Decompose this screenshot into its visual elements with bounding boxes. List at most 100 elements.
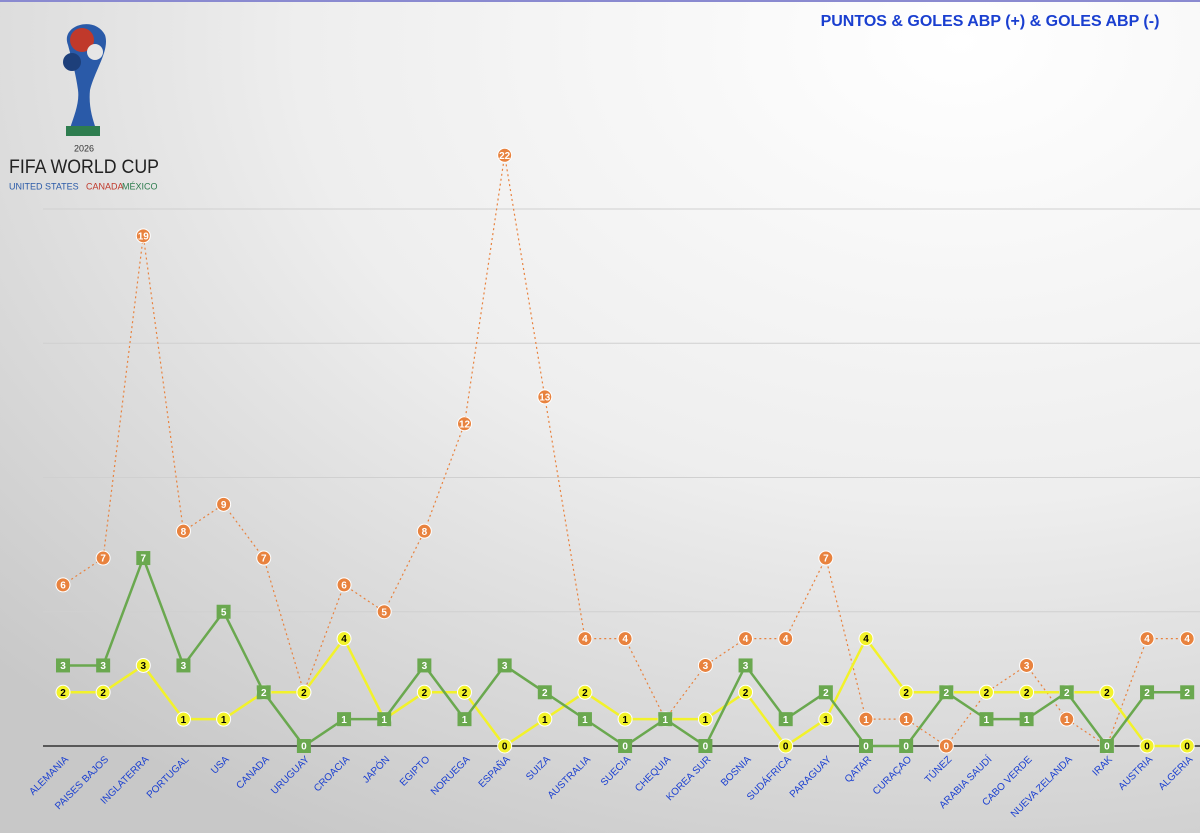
- data-label: 2: [261, 688, 267, 699]
- data-label: 2: [944, 688, 950, 699]
- data-label: 12: [459, 419, 471, 430]
- data-label: 3: [60, 661, 66, 672]
- marker: [859, 739, 873, 753]
- marker: [416, 523, 432, 539]
- data-label: 0: [622, 742, 628, 753]
- data-label: 1: [984, 715, 990, 726]
- marker: [336, 631, 352, 647]
- data-label: 0: [783, 742, 789, 753]
- data-label: 4: [341, 634, 347, 645]
- data-label: 0: [944, 742, 950, 753]
- marker: [938, 738, 954, 754]
- data-label: 0: [1144, 742, 1150, 753]
- data-label: 1: [863, 715, 869, 726]
- marker: [858, 631, 874, 647]
- data-label: 0: [903, 742, 909, 753]
- trophy-base: [66, 126, 100, 136]
- marker: [778, 631, 794, 647]
- data-label: 0: [1104, 742, 1110, 753]
- data-label: 3: [743, 661, 749, 672]
- marker: [95, 684, 111, 700]
- marker: [336, 577, 352, 593]
- marker: [818, 550, 834, 566]
- data-label: 1: [703, 715, 709, 726]
- marker: [1179, 738, 1195, 754]
- data-label: 1: [903, 715, 909, 726]
- marker: [577, 684, 593, 700]
- marker: [697, 657, 713, 673]
- data-label: 2: [100, 688, 106, 699]
- data-label: 5: [221, 607, 227, 618]
- marker: [617, 711, 633, 727]
- marker: [256, 685, 271, 700]
- logo-host: CANADA: [86, 181, 124, 191]
- marker: [296, 739, 311, 753]
- logo: 2026 FIFA WORLD CUP UNITED STATES CANADA…: [9, 24, 159, 191]
- marker: [899, 739, 914, 753]
- data-label: 2: [823, 688, 829, 699]
- data-label: 4: [863, 634, 869, 645]
- marker: [858, 711, 874, 727]
- data-label: 1: [1024, 715, 1030, 726]
- marker: [537, 685, 552, 700]
- marker: [256, 550, 272, 566]
- marker: [136, 551, 151, 566]
- marker: [216, 496, 232, 512]
- data-label: 8: [422, 527, 428, 538]
- data-label: 3: [703, 661, 709, 672]
- data-label: 5: [381, 607, 387, 618]
- data-label: 2: [462, 688, 468, 699]
- data-label: 3: [502, 661, 508, 672]
- marker: [778, 738, 794, 754]
- marker: [1099, 684, 1115, 700]
- data-label: 22: [499, 151, 511, 162]
- data-label: 2: [1064, 688, 1070, 699]
- data-label: 1: [221, 715, 227, 726]
- chart-title: PUNTOS & GOLES ABP (+) & GOLES ABP (-): [821, 13, 1160, 30]
- data-label: 1: [622, 715, 628, 726]
- marker: [175, 523, 191, 539]
- marker: [1099, 739, 1114, 753]
- data-label: 2: [1024, 688, 1030, 699]
- data-label: 1: [542, 715, 548, 726]
- marker: [577, 631, 593, 647]
- marker: [537, 711, 553, 727]
- data-label: 4: [622, 634, 628, 645]
- data-label: 2: [1144, 688, 1150, 699]
- marker: [1019, 712, 1034, 727]
- marker: [1180, 685, 1195, 700]
- data-label: 0: [301, 742, 307, 753]
- marker: [175, 711, 191, 727]
- marker: [658, 712, 673, 727]
- marker: [376, 604, 392, 620]
- marker: [978, 684, 994, 700]
- marker: [979, 712, 994, 727]
- marker: [1179, 631, 1195, 647]
- marker: [296, 684, 312, 700]
- data-label: 1: [1064, 715, 1070, 726]
- data-label: 2: [60, 688, 66, 699]
- data-label: 9: [221, 500, 227, 511]
- data-label: 7: [141, 554, 147, 565]
- marker: [457, 712, 472, 727]
- marker: [1139, 738, 1155, 754]
- series: 3 3 7 3 5 2 0 1 1 3 1 3 2 1 0 1 0 3 1 2 0 0 2 1 1 2 0 2 2: [56, 551, 1195, 753]
- data-label: 4: [1144, 634, 1150, 645]
- data-label: 13: [539, 393, 551, 404]
- marker: [497, 738, 513, 754]
- marker: [1139, 631, 1155, 647]
- data-label: 1: [462, 715, 468, 726]
- marker: [818, 711, 834, 727]
- marker: [497, 658, 512, 673]
- data-label: 1: [181, 715, 187, 726]
- marker: [577, 712, 592, 727]
- data-label: 0: [863, 742, 869, 753]
- marker: [216, 711, 232, 727]
- data-label: 0: [1184, 742, 1190, 753]
- marker: [898, 711, 914, 727]
- marker: [1019, 684, 1035, 700]
- logo-host: MÉXICO: [122, 181, 158, 191]
